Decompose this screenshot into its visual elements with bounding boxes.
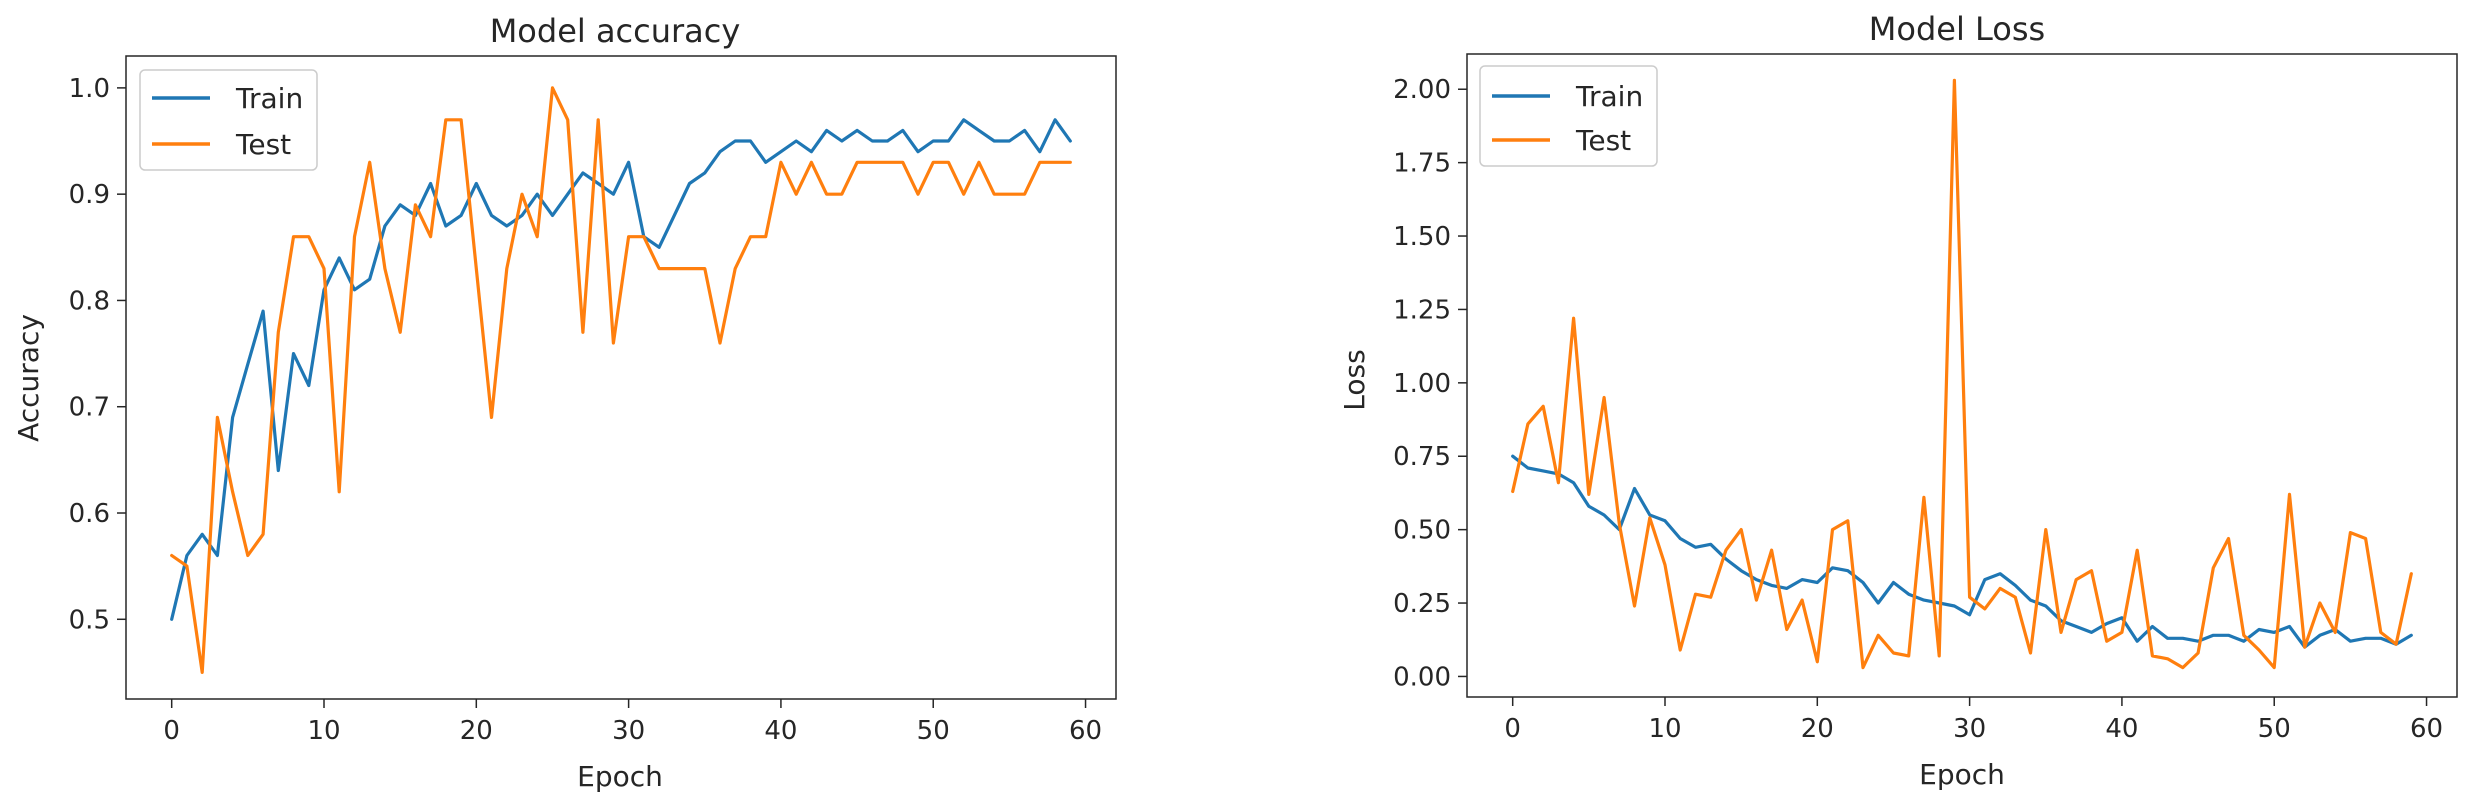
accuracy-y-tick-label: 0.9 [69,180,110,210]
loss-axes-frame [1466,53,2458,698]
loss-y-tick-label: 0.50 [1393,516,1451,546]
loss-x-axis-label: Epoch [1919,758,2005,791]
accuracy-x-ticks: 0 10 20 30 40 50 60 [163,699,1102,746]
accuracy-y-tick-label: 0.5 [69,605,110,635]
accuracy-y-axis-label: Accuracy [12,314,45,442]
accuracy-x-tick-label: 0 [163,716,180,746]
loss-x-tick-label: 60 [2410,714,2443,744]
accuracy-plot-area [170,86,1072,675]
loss-y-ticks: 0.00 0.25 0.50 0.75 1.00 1.25 1.50 1.75 2.00 [1393,75,1467,692]
loss-y-tick-label: 1.75 [1393,149,1451,179]
accuracy-x-tick-label: 60 [1069,716,1102,746]
loss-test-line [1511,78,2413,670]
loss-chart-title: Model Loss [1869,10,2045,48]
accuracy-y-tick-label: 0.7 [69,393,110,423]
loss-y-tick-label: 0.00 [1393,662,1451,692]
accuracy-legend: Train Test [139,69,318,171]
accuracy-y-tick-label: 0.6 [69,499,110,529]
loss-y-tick-label: 2.00 [1393,75,1451,105]
loss-chart: Model Loss 0 10 20 30 40 50 60 0.00 0.25 0.50 0.7… [1338,10,2458,791]
loss-y-axis-label: Loss [1338,349,1371,410]
loss-x-tick-label: 40 [2105,714,2138,744]
loss-x-tick-label: 0 [1504,714,1521,744]
accuracy-chart: Model accuracy 0 10 20 30 40 50 60 0.50.60.70.… [12,12,1117,793]
loss-plot-area [1511,78,2413,670]
accuracy-x-tick-label: 40 [764,716,797,746]
loss-train-line [1511,454,2413,649]
accuracy-axes-frame [125,55,1117,700]
loss-x-tick-label: 10 [1648,714,1681,744]
accuracy-x-tick-label: 20 [460,716,493,746]
loss-legend: Train Test [1479,65,1658,167]
loss-x-ticks: 0 10 20 30 40 50 60 [1504,697,2443,744]
accuracy-y-tick-label: 1.0 [69,74,110,104]
accuracy-x-axis-label: Epoch [577,760,663,793]
loss-x-tick-label: 50 [2258,714,2291,744]
loss-x-tick-label: 30 [1953,714,1986,744]
loss-legend-train-label: Train [1575,80,1643,113]
accuracy-test-line [170,86,1072,675]
loss-y-tick-label: 1.00 [1393,369,1451,399]
loss-x-tick-label: 20 [1801,714,1834,744]
accuracy-x-tick-label: 50 [917,716,950,746]
loss-y-tick-label: 1.50 [1393,222,1451,252]
accuracy-legend-train-label: Train [235,82,303,115]
accuracy-x-tick-label: 10 [307,716,340,746]
accuracy-legend-test-label: Test [235,128,291,161]
loss-legend-test-label: Test [1575,124,1631,157]
loss-y-tick-label: 0.25 [1393,589,1451,619]
loss-y-tick-label: 1.25 [1393,295,1451,325]
accuracy-train-line [170,118,1072,621]
accuracy-x-tick-label: 30 [612,716,645,746]
accuracy-y-ticks: 0.5 0.6 0.7 0.8 0.9 1.0 [69,74,126,635]
accuracy-chart-title: Model accuracy [490,12,741,50]
loss-y-tick-label: 0.75 [1393,442,1451,472]
accuracy-y-tick-label: 0.8 [69,286,110,316]
